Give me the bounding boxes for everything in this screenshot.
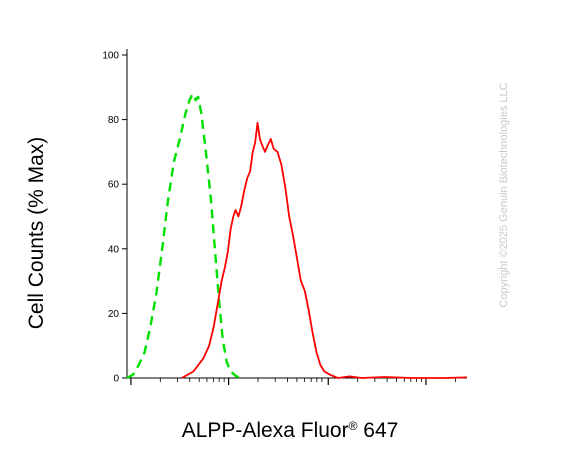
isotype-control-histogram — [126, 92, 243, 380]
y-tick-label: 20 — [108, 309, 120, 320]
x-axis-title: ALPP-Alexa Fluor® 647 — [182, 419, 399, 442]
x-axis-title-main: ALPP-Alexa Fluor — [182, 419, 349, 442]
sample-histogram — [181, 121, 468, 379]
y-tick-label: 40 — [108, 244, 120, 255]
y-axis-ticks: 0 20 40 60 80 100 — [102, 51, 127, 385]
series-layer — [126, 92, 468, 380]
axes — [126, 49, 467, 379]
x-axis-ticks — [130, 378, 456, 385]
y-tick-label: 60 — [108, 180, 120, 191]
y-tick-label: 80 — [108, 115, 120, 126]
x-axis-title-tail: 647 — [357, 419, 398, 442]
y-tick-label: 0 — [113, 374, 119, 385]
y-axis-title: Cell Counts (% Max) — [25, 137, 48, 330]
x-axis-title-registered: ® — [349, 419, 358, 433]
copyright-watermark: Copyright ©2025 Genuin Biotechnologies L… — [498, 82, 510, 307]
y-tick-label: 100 — [102, 51, 119, 62]
